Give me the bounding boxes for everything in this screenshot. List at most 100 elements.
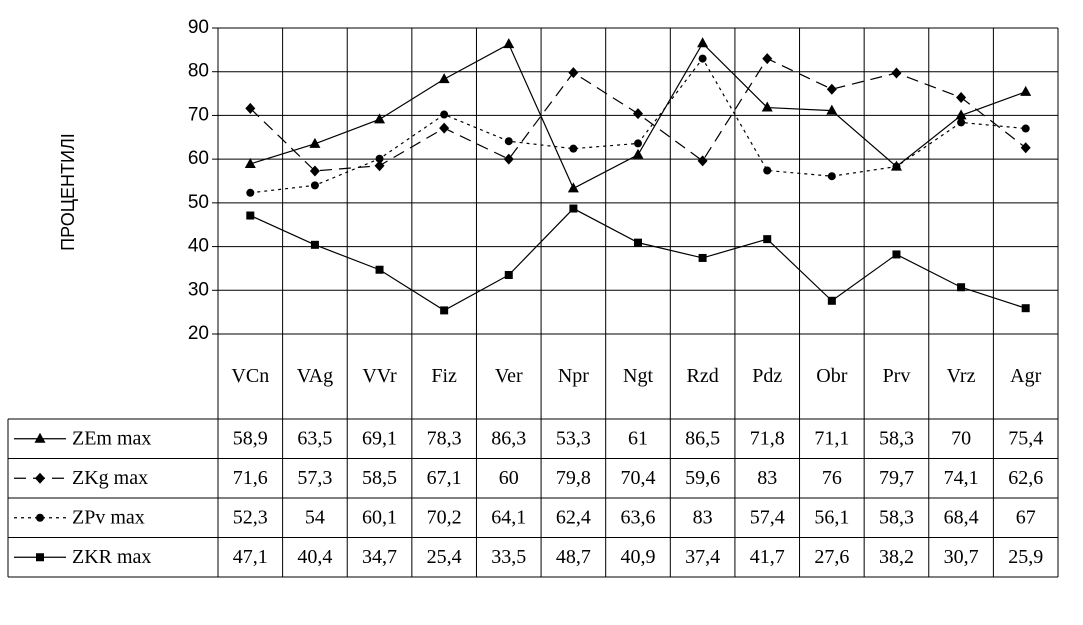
category-label: Fiz [431,365,457,387]
y-tick-label: 20 [188,323,209,344]
marker-circle [375,154,384,163]
data-label: 76 [822,467,842,489]
marker-diamond [762,53,773,65]
series-3 [246,54,1030,197]
marker-triangle [374,113,386,124]
y-axis-label: ПРОЦЕНТИЛІ [58,133,78,251]
marker-diamond [439,122,450,134]
marker-diamond [309,165,320,177]
marker-square [698,253,707,262]
data-label: 34,7 [362,546,397,568]
category-label: Ngt [623,365,653,387]
data-label: 53,3 [556,427,591,449]
marker-square [763,235,772,244]
marker-square [1021,304,1030,313]
marker-diamond [891,67,902,79]
data-label: 83 [757,467,777,489]
data-label: 47,1 [233,546,268,568]
category-label: VAg [297,365,333,387]
data-label: 62,4 [556,506,591,528]
category-label: Vrz [947,365,976,387]
marker-circle [569,144,578,153]
y-tick-label: 60 [188,148,209,169]
marker-triangle [697,37,709,48]
data-table: VCn VAg VVr Fiz Ver Npr Ngt Rzd Pdz Obr Prv Vrz Agr Z… [14,365,1043,568]
marker-square [246,211,255,220]
y-axis-ticks: 90 80 70 60 50 40 30 20 [188,17,209,344]
data-label: 57,3 [297,467,332,489]
marker-diamond [956,92,967,104]
data-label: 52,3 [233,506,268,528]
data-label: 58,3 [879,427,914,449]
series-name: ZPv max [72,506,145,528]
data-label: 54 [305,506,325,528]
data-label: 79,7 [879,467,914,489]
data-label: 60,1 [362,506,397,528]
marker-square [310,240,319,249]
data-label: 56,1 [814,506,849,528]
marker-diamond [633,108,643,120]
category-label: Agr [1010,365,1041,387]
marker-diamond [374,160,385,172]
marker-circle [827,172,836,181]
marker-square [440,306,449,315]
data-label: 61 [628,427,648,449]
marker-square [375,265,384,274]
marker-triangle [632,148,644,159]
marker-triangle [761,101,773,112]
marker-circle [36,513,44,522]
data-label: 58,3 [879,506,914,528]
data-label: 38,2 [879,546,914,568]
data-label: 86,3 [491,427,526,449]
marker-circle [763,166,772,175]
y-tick-label: 40 [188,236,209,257]
data-label: 74,1 [944,467,979,489]
marker-circle [440,110,449,119]
data-label: 70,2 [427,506,462,528]
y-tick-label: 50 [188,192,209,213]
marker-triangle [567,182,579,193]
marker-circle [698,54,707,63]
y-tick-label: 90 [188,17,209,38]
marker-square [504,270,513,279]
data-label: 59,6 [685,467,720,489]
marker-triangle [438,73,450,84]
series-2 [245,53,1031,177]
data-label: 67,1 [427,467,462,489]
marker-circle [957,118,966,127]
category-label: Ver [495,365,523,387]
marker-diamond [568,67,579,79]
series-name: ZKR max [72,546,151,568]
data-label: 40,9 [621,546,656,568]
series-lines [244,37,1032,315]
category-label: Obr [816,365,847,387]
marker-diamond [697,155,708,167]
marker-diamond [503,153,514,165]
marker-square [957,283,966,292]
data-label: 86,5 [685,427,720,449]
marker-circle [1021,124,1030,133]
y-tick-label: 80 [188,61,209,82]
marker-square [892,250,901,259]
data-label: 64,1 [491,506,526,528]
category-label: VVr [362,365,397,387]
category-label: Npr [558,365,589,387]
data-label: 58,5 [362,467,397,489]
data-label: 75,4 [1008,427,1043,449]
marker-triangle [309,137,321,148]
marker-triangle [955,109,967,120]
data-label: 67 [1016,506,1036,528]
marker-circle [310,181,319,190]
y-tick-label: 70 [188,104,209,125]
data-label: 33,5 [491,546,526,568]
data-label: 37,4 [685,546,720,568]
marker-circle [634,139,642,148]
marker-square [827,296,836,305]
marker-diamond [35,472,45,484]
marker-triangle [503,38,515,49]
data-label: 69,1 [362,427,397,449]
data-label: 27,6 [814,546,849,568]
data-label: 48,7 [556,546,591,568]
marker-triangle [826,104,838,115]
